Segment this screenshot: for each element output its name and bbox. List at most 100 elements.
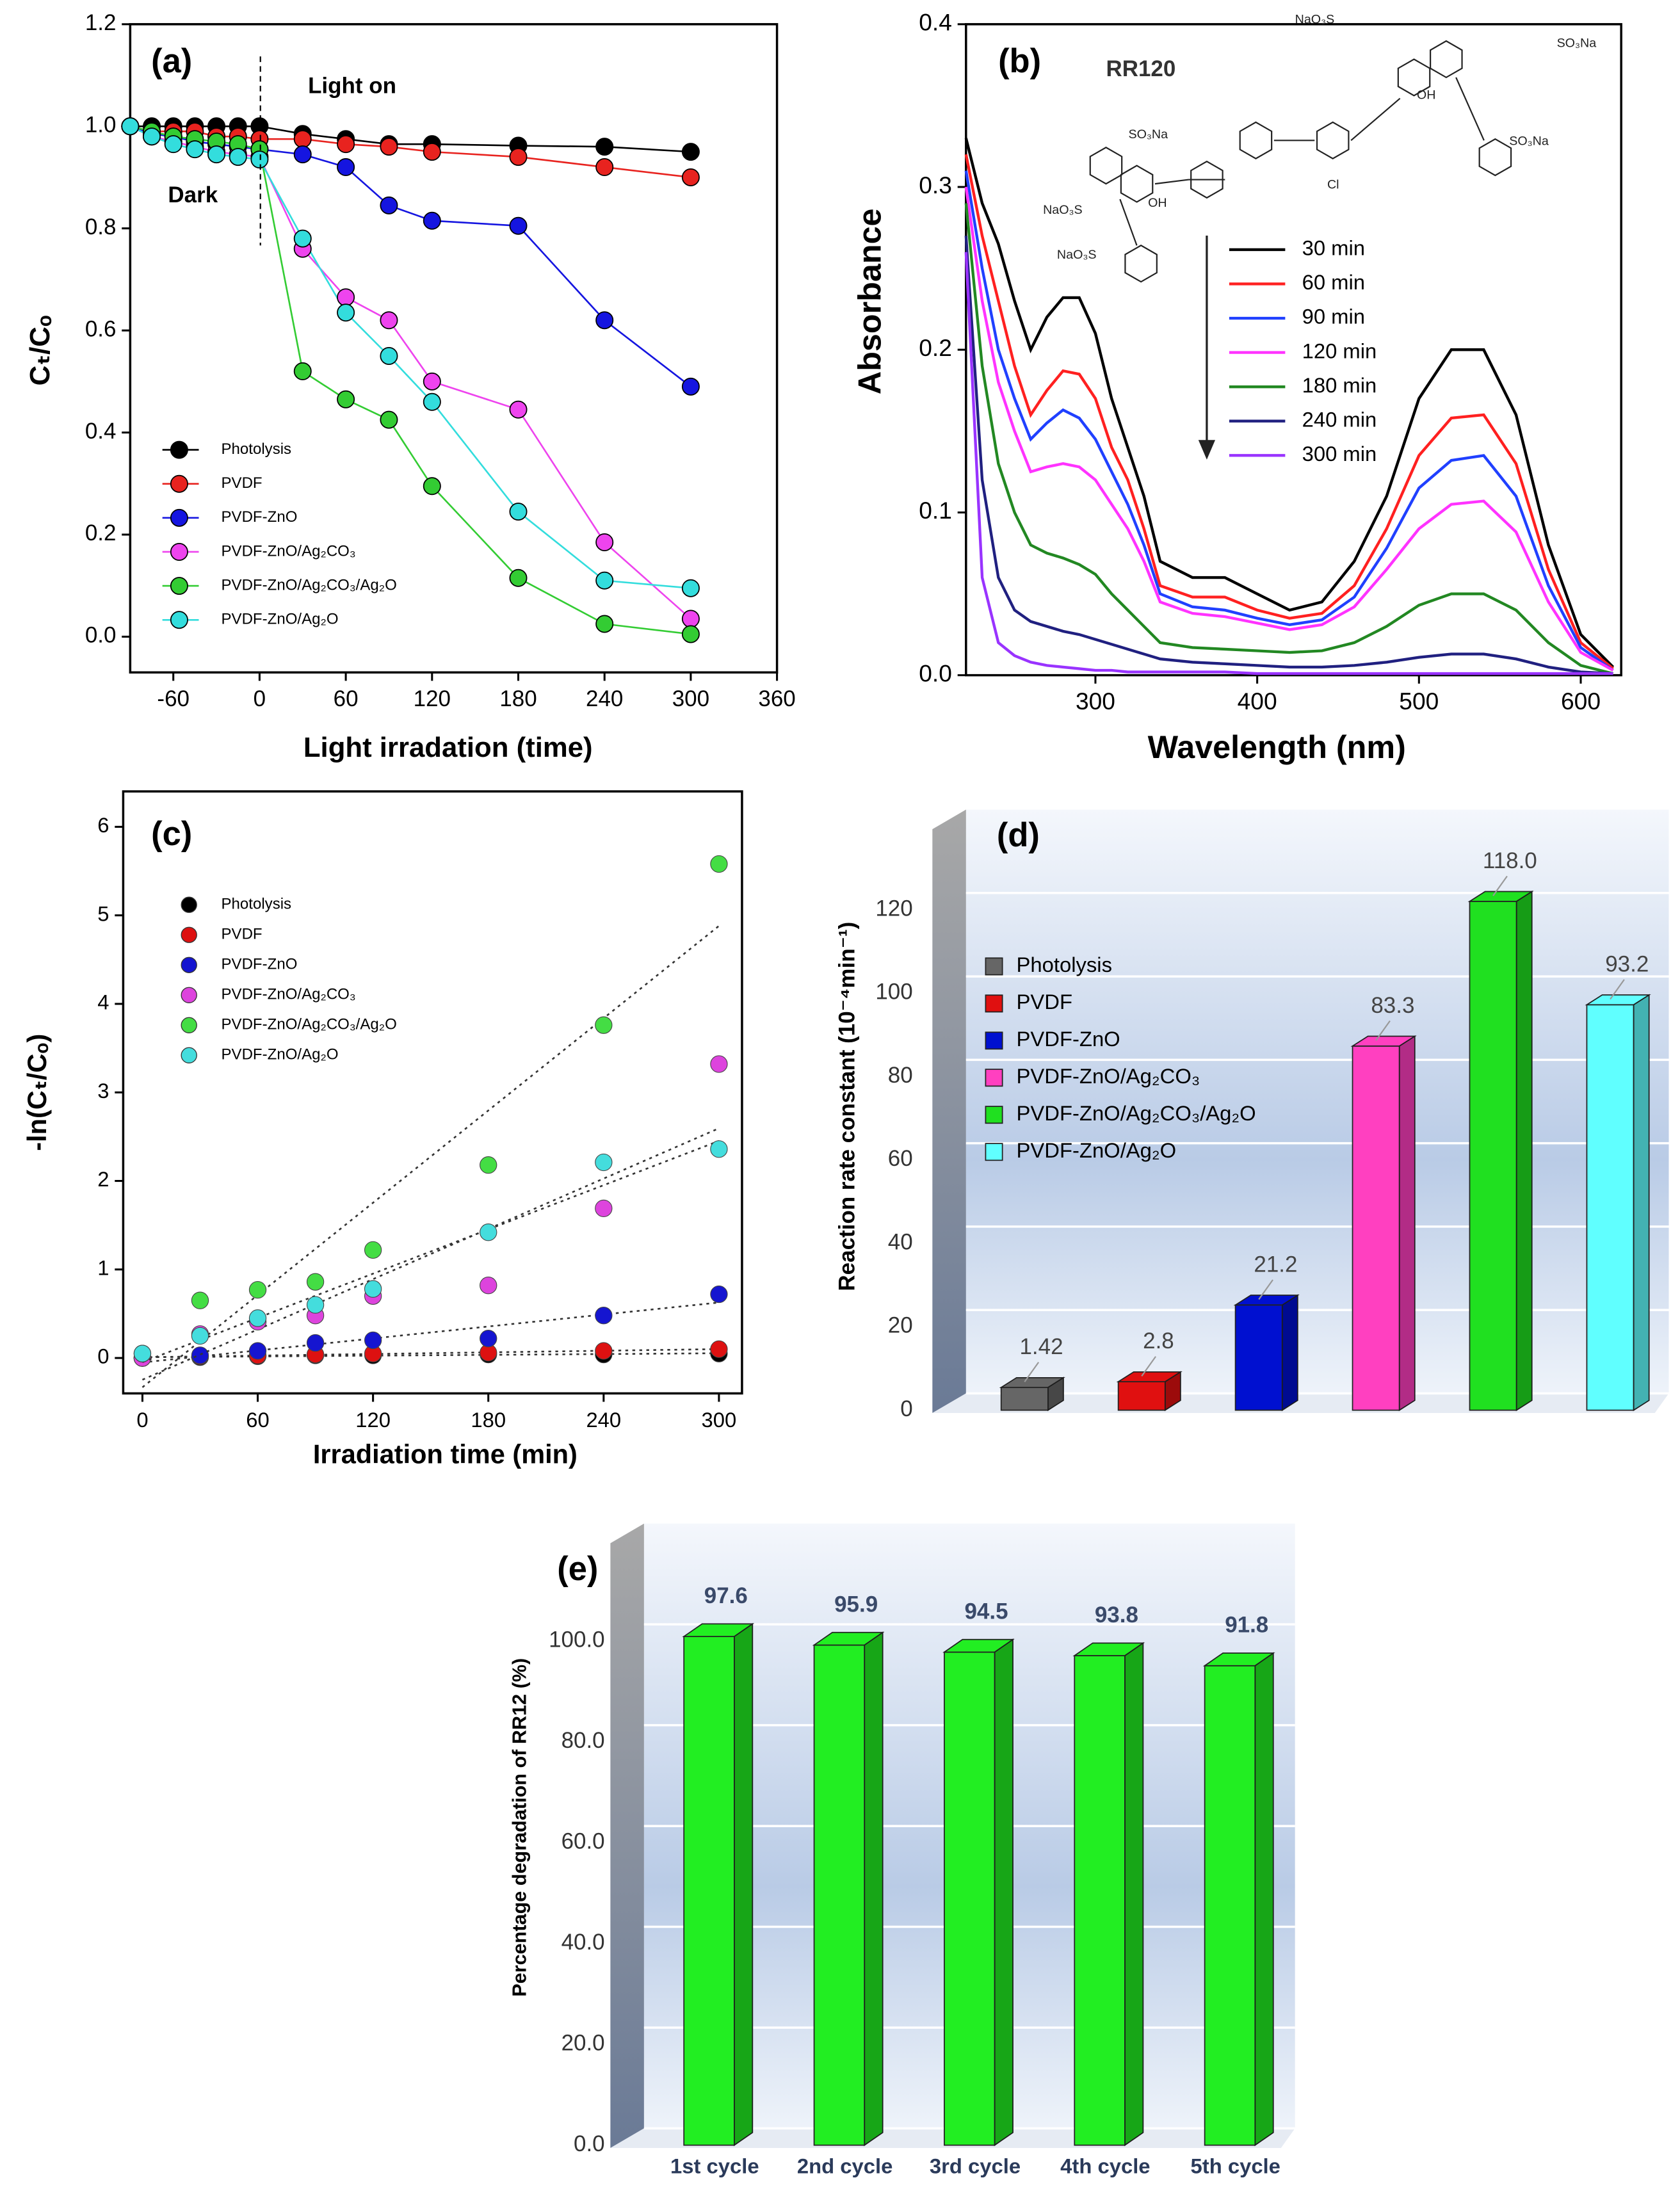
y-tick-label: 6: [97, 813, 109, 837]
legend-marker: [181, 1017, 197, 1033]
x-tick-label: 0: [254, 686, 266, 711]
data-point: [423, 143, 441, 161]
y-axis-label: -ln(Cₜ/Cₒ): [22, 1034, 52, 1151]
data-point: [306, 1273, 325, 1291]
bar-side-shade: [1399, 1036, 1415, 1410]
bar-side: [1633, 994, 1650, 1412]
data-point: [380, 196, 398, 214]
structure-bond: [1154, 179, 1189, 185]
structure-ring: [1430, 40, 1463, 79]
y-tick-label: 80: [888, 1063, 913, 1088]
x-tick-label: 5th cycle: [1191, 2154, 1280, 2177]
plot-frame: [122, 790, 743, 1395]
data-point: [681, 625, 700, 643]
y-tick-label: 0.0: [919, 659, 952, 686]
x-tick-label: -60: [157, 686, 190, 711]
x-tick-label: 1st cycle: [670, 2154, 759, 2177]
data-point: [595, 1307, 613, 1325]
y-tick-label: 100: [875, 980, 912, 1005]
data-point: [186, 140, 204, 159]
structure-ring: [1190, 160, 1224, 199]
data-point: [143, 127, 161, 146]
x-axis-label: Wavelength (nm): [1148, 729, 1406, 765]
value-label: 97.6: [704, 1583, 748, 1608]
value-label: 95.9: [834, 1592, 878, 1617]
legend-label: PVDF-ZnO/Ag₂CO₃: [1017, 1064, 1200, 1088]
data-point: [423, 372, 441, 391]
data-point: [595, 1342, 613, 1360]
x-tick-label: 3rd cycle: [930, 2154, 1021, 2177]
x-tick-label: 60: [334, 686, 359, 711]
series-line: [964, 252, 1613, 675]
data-point: [248, 1309, 267, 1327]
y-tick-label: 60.0: [561, 1829, 605, 1854]
data-point: [595, 1153, 613, 1172]
structure-bond: [1455, 77, 1485, 141]
y-tick-label: 0: [97, 1344, 109, 1368]
label-leader: [1492, 875, 1508, 896]
series-line: [964, 236, 1613, 675]
x-tick-label: 360: [758, 686, 795, 711]
annotation: Light on: [308, 73, 396, 98]
data-point: [207, 145, 226, 164]
structure-label: NaO₃S: [1057, 248, 1097, 262]
x-tick-label: 0: [136, 1408, 148, 1432]
legend-marker: [170, 542, 188, 561]
y-tick-label: 0.4: [919, 9, 952, 36]
legend-marker: [170, 440, 188, 459]
legend-marker: [170, 508, 188, 527]
structure-label: SO₃Na: [1509, 134, 1549, 149]
data-point: [191, 1291, 209, 1309]
x-tick-label: 300: [702, 1408, 737, 1432]
series-line: [964, 170, 1614, 672]
bar-side-shade: [1165, 1371, 1181, 1410]
y-tick-label: 2: [97, 1167, 109, 1191]
y-tick-label: 0.1: [919, 497, 952, 524]
legend-label: PVDF-ZnO/Ag₂CO₃/Ag₂O: [1017, 1101, 1256, 1125]
legend-label: PVDF-ZnO/Ag₂O: [221, 611, 338, 628]
legend-label: PVDF-ZnO/Ag₂O: [221, 1046, 338, 1063]
value-label: 118.0: [1483, 848, 1537, 873]
data-point: [293, 130, 312, 149]
data-point: [710, 855, 728, 873]
y-tick-label: 5: [97, 901, 109, 925]
data-point: [509, 569, 528, 587]
x-tick-label: 300: [672, 686, 709, 711]
bar-side: [1164, 1371, 1181, 1412]
y-tick-label: 120: [875, 896, 912, 921]
legend-label: PVDF-ZnO/Ag₂O: [1017, 1138, 1177, 1162]
legend-label: PVDF-ZnO/Ag₂CO₃: [221, 542, 355, 560]
x-tick-label: 120: [355, 1408, 391, 1432]
panel-label: (c): [151, 815, 192, 853]
bar: [1117, 1381, 1166, 1411]
legend-label: PVDF-ZnO: [1017, 1027, 1120, 1051]
value-label: 94.5: [964, 1599, 1008, 1624]
bar-side: [1515, 890, 1533, 1412]
plot-frame: [965, 23, 1622, 677]
data-point: [681, 143, 700, 161]
y-tick-label: 0.2: [85, 521, 117, 545]
y-tick-label: 40.0: [561, 1930, 605, 1955]
legend-marker: [181, 957, 197, 973]
series-line: [964, 203, 1614, 675]
trend-line: [141, 1140, 720, 1363]
legend-marker: [181, 987, 197, 1003]
bar-side: [1281, 1294, 1298, 1412]
legend-swatch: [985, 1031, 1003, 1050]
data-point: [364, 1280, 382, 1298]
bar-side-shade: [1516, 891, 1532, 1410]
legend-label: PVDF: [1017, 990, 1072, 1013]
y-tick-label: 80.0: [561, 1728, 605, 1753]
bar-side-shade: [1255, 1653, 1273, 2145]
bar-side-shade: [1282, 1295, 1298, 1410]
bar: [1469, 900, 1517, 1411]
structure-label: SO₃Na: [1557, 36, 1597, 51]
back-wall: [965, 809, 1669, 1394]
data-point: [595, 158, 614, 177]
trend-line: [142, 1302, 720, 1364]
value-label: 91.8: [1225, 1613, 1268, 1638]
bar: [1234, 1304, 1283, 1411]
data-point: [380, 347, 398, 365]
